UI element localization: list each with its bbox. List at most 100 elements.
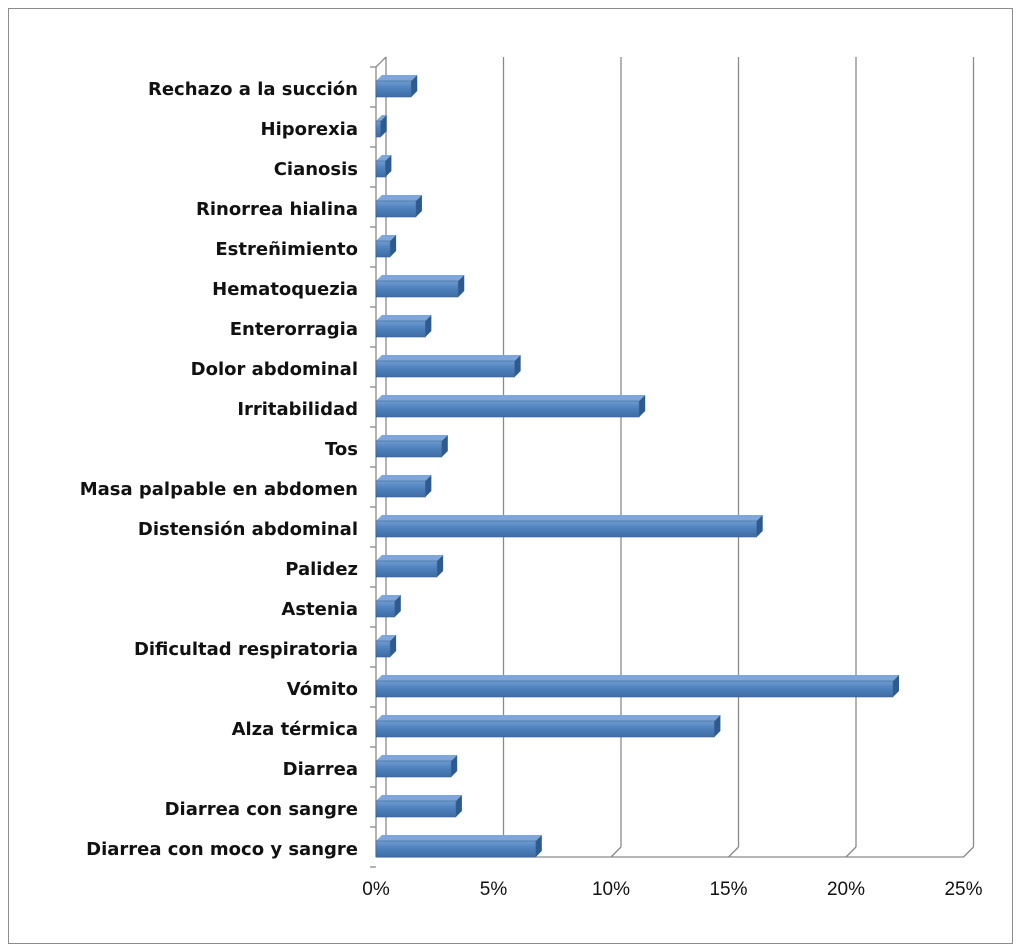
bar-side-face	[394, 595, 401, 617]
bar-side-face	[455, 795, 462, 817]
bar-top-face	[376, 795, 462, 801]
bar	[375, 715, 721, 738]
bar-side-face	[514, 355, 521, 377]
bar	[375, 675, 899, 698]
bar	[375, 195, 422, 218]
bar	[375, 155, 392, 178]
bar-top-face	[376, 75, 418, 81]
bar-front-face	[375, 560, 438, 578]
bar	[375, 635, 397, 658]
bar-front-face	[375, 640, 391, 658]
category-label: Hematoquezia	[212, 279, 358, 300]
category-label: Diarrea	[283, 759, 358, 780]
bar-side-face	[425, 475, 432, 497]
bar-top-face	[376, 355, 521, 361]
x-tick-label: 20%	[827, 879, 865, 900]
bar-front-face	[375, 440, 443, 458]
gridline-floor	[728, 846, 739, 858]
category-label: Alza térmica	[232, 719, 358, 740]
x-tick-label: 15%	[709, 879, 747, 900]
bar-top-face	[376, 555, 444, 561]
bar-side-face	[451, 755, 458, 777]
x-tick-label: 5%	[480, 879, 508, 900]
bar-top-face	[376, 435, 448, 441]
bar	[375, 435, 448, 458]
bar-top-face	[376, 675, 899, 681]
bar-top-face	[376, 835, 542, 841]
bar	[375, 595, 401, 618]
bar-top-face	[376, 115, 387, 121]
bar-front-face	[375, 80, 412, 98]
bar-side-face	[639, 395, 646, 417]
bar-front-face	[375, 520, 758, 538]
x-tick-label: 25%	[944, 879, 982, 900]
category-label: Hiporexia	[261, 119, 359, 140]
bar-side-face	[458, 275, 465, 297]
bar	[375, 795, 462, 818]
category-label: Rinorrea hialina	[196, 199, 358, 220]
category-label: Masa palpable en abdomen	[80, 479, 358, 500]
bar-top-face	[376, 195, 422, 201]
bar-top-face	[376, 755, 458, 761]
chart-frame: 0% 5% 10% 15% 20% 25% Rechazo a la succión Hipo…	[8, 8, 1013, 944]
bar-top-face	[376, 515, 763, 521]
bar-front-face	[375, 480, 426, 498]
gridline-floor	[963, 846, 974, 858]
x-tick-label: 10%	[592, 879, 630, 900]
bar-top-face	[376, 275, 465, 281]
category-label: Diarrea con sangre	[165, 799, 358, 820]
bar	[375, 355, 521, 378]
bar-front-face	[375, 160, 386, 178]
gridline-floor	[610, 846, 622, 858]
bar-side-face	[411, 75, 418, 97]
bar	[375, 515, 763, 538]
bar-side-face	[441, 435, 448, 457]
bar-side-face	[535, 835, 542, 857]
bar	[375, 75, 418, 98]
category-label: Rechazo a la succión	[148, 79, 358, 100]
bar-top-face	[376, 155, 392, 161]
bar-top-face	[376, 235, 397, 241]
bar-top-face	[376, 475, 432, 481]
bar-front-face	[375, 200, 417, 218]
bar-top-face	[376, 715, 721, 721]
bar-side-face	[425, 315, 432, 337]
bar	[375, 835, 542, 858]
category-axis-top	[375, 56, 387, 68]
bar-side-face	[756, 515, 763, 537]
bar	[375, 475, 432, 498]
bar	[375, 755, 458, 778]
bar-top-face	[376, 635, 397, 641]
bar-top-face	[376, 595, 401, 601]
category-label: Dolor abdominal	[191, 359, 358, 380]
bar-side-face	[390, 635, 397, 657]
bar-side-face	[390, 235, 397, 257]
bar	[375, 315, 432, 338]
category-label: Enterorragia	[230, 319, 358, 340]
bar-front-face	[375, 600, 396, 618]
category-label: Irritabilidad	[237, 399, 358, 420]
bar-side-face	[714, 715, 721, 737]
bar-side-face	[415, 195, 422, 217]
x-tick-label: 0%	[362, 879, 390, 900]
bar-front-face	[375, 360, 515, 378]
bar-front-face	[375, 840, 537, 858]
bar-side-face	[437, 555, 444, 577]
category-label: Dificultad respiratoria	[134, 639, 358, 660]
bar-side-face	[385, 155, 392, 177]
bar-front-face	[375, 680, 894, 698]
category-label: Distensión abdominal	[138, 519, 358, 540]
category-label: Diarrea con moco y sangre	[86, 839, 358, 860]
bar-front-face	[375, 240, 391, 258]
bar-front-face	[375, 760, 452, 778]
category-label: Estreñimiento	[215, 239, 358, 260]
bar	[375, 275, 465, 298]
category-label: Astenia	[281, 599, 358, 620]
bar-side-face	[380, 115, 387, 137]
bar-front-face	[375, 320, 426, 338]
bar-front-face	[375, 120, 381, 138]
bar	[375, 395, 646, 418]
bar	[375, 235, 397, 258]
bar-chart: 0% 5% 10% 15% 20% 25% Rechazo a la succión Hipo…	[80, 56, 983, 900]
bar-top-face	[376, 315, 432, 321]
